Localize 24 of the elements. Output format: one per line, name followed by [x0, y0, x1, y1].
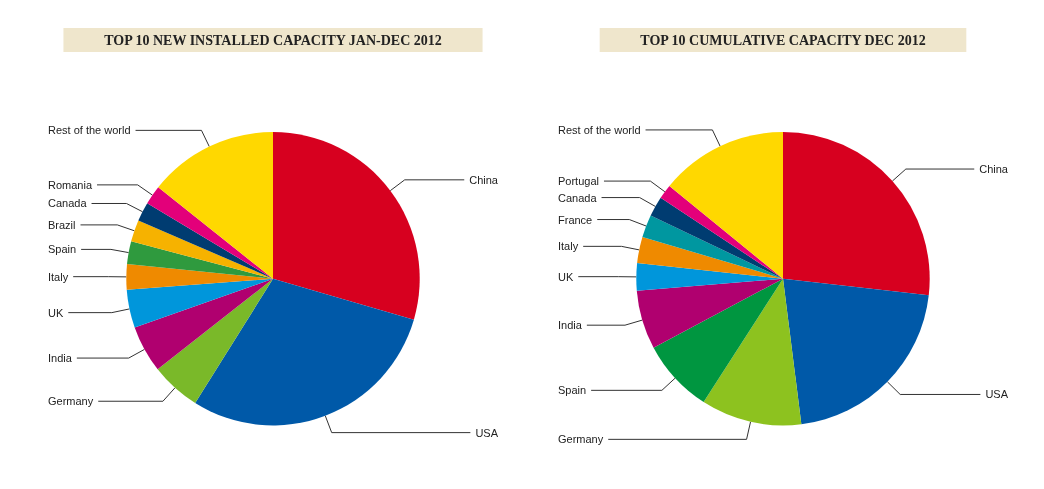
- slice-label: USA: [475, 426, 499, 439]
- slice-label: Germany: [48, 395, 94, 408]
- slice-label: India: [558, 319, 583, 332]
- chart-title: TOP 10 CUMULATIVE CAPACITY DEC 2012: [640, 32, 926, 48]
- slice-label: India: [48, 352, 73, 365]
- slice-label: Brazil: [48, 218, 76, 231]
- slice-label: UK: [48, 306, 64, 319]
- slice-label: France: [558, 213, 593, 226]
- slice-label: USA: [985, 388, 1009, 401]
- slice-label: Spain: [48, 243, 77, 256]
- chart-title: TOP 10 NEW INSTALLED CAPACITY JAN-DEC 2012: [104, 32, 442, 48]
- slice-label: Rest of the world: [48, 124, 131, 137]
- slice-label: Portugal: [558, 175, 599, 188]
- slice-label: Canada: [558, 191, 598, 204]
- slice-label: Rest of the world: [558, 123, 641, 136]
- slice-label: UK: [558, 270, 574, 283]
- slice-label: Germany: [558, 433, 604, 446]
- slice-label: Romania: [48, 178, 93, 191]
- slice-label: Spain: [558, 384, 587, 397]
- slice-label: Canada: [48, 197, 88, 210]
- slice-label: Italy: [558, 240, 579, 253]
- slice-label: China: [979, 163, 1009, 176]
- slice-label: China: [469, 173, 499, 186]
- slice-label: Italy: [48, 270, 69, 283]
